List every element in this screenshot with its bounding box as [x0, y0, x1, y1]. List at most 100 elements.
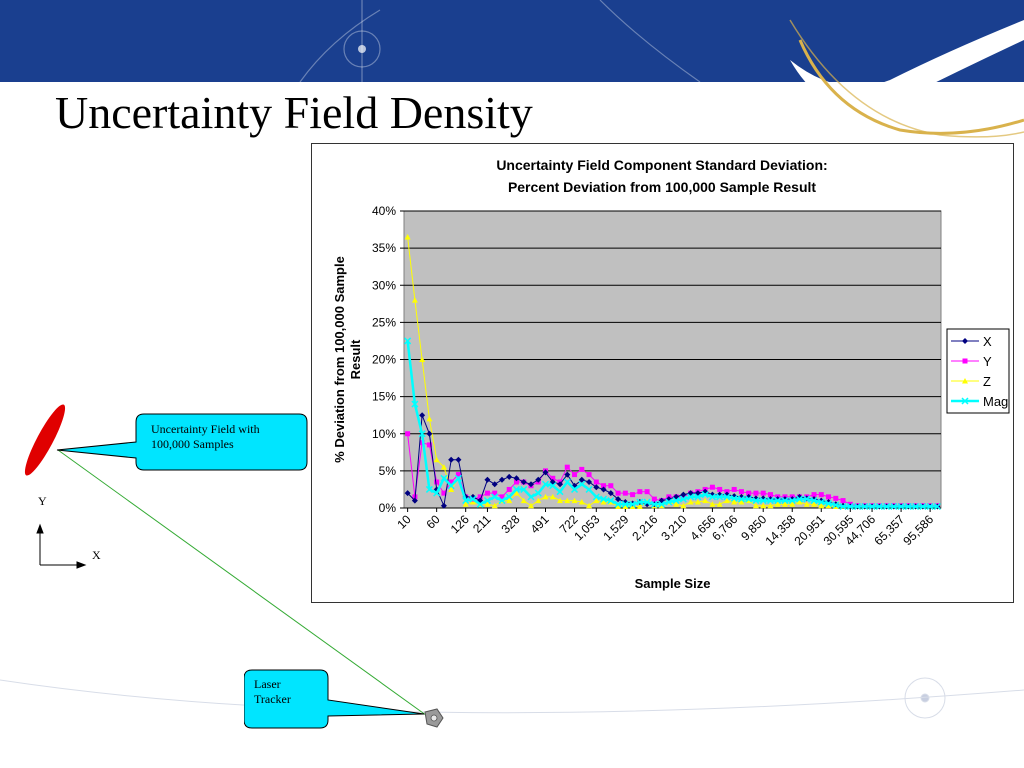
legend-marker	[961, 397, 969, 405]
data-point-x	[440, 502, 447, 509]
data-point-z	[469, 499, 476, 505]
data-point-x	[484, 476, 491, 483]
data-point-z	[811, 501, 818, 507]
data-point-y	[622, 490, 628, 496]
y-tick-label: 15%	[372, 390, 396, 404]
data-point-x	[419, 412, 426, 419]
data-point-z	[760, 502, 767, 509]
data-point-z	[673, 501, 680, 507]
data-point-mag	[846, 502, 854, 511]
data-point-y	[550, 475, 556, 481]
data-point-z	[578, 499, 585, 505]
y-tick-label: 25%	[372, 315, 396, 329]
data-point-y	[434, 479, 440, 485]
data-point-mag	[665, 498, 673, 506]
data-point-mag	[527, 493, 535, 501]
data-point-z	[694, 499, 701, 505]
callout-laser-tracker: Laser Tracker	[244, 668, 434, 730]
data-point-y	[651, 496, 657, 502]
data-point-mag	[897, 502, 905, 511]
data-point-mag	[585, 485, 593, 493]
legend-marker	[962, 338, 968, 344]
data-point-mag	[650, 500, 658, 508]
y-tick-label: 5%	[379, 464, 397, 478]
data-point-mag	[411, 400, 419, 408]
data-point-z	[411, 297, 418, 303]
data-point-z	[767, 502, 774, 509]
data-point-mag	[404, 337, 412, 345]
data-point-z	[542, 493, 549, 500]
data-point-z	[527, 502, 534, 509]
legend: XYZ Mag	[946, 328, 1010, 414]
data-point-y	[499, 494, 505, 500]
data-point-mag	[658, 500, 666, 508]
data-point-z	[796, 499, 803, 505]
data-point-mag	[854, 502, 862, 511]
data-point-z	[506, 497, 513, 504]
data-point-mag	[795, 495, 804, 503]
data-point-mag	[491, 493, 499, 501]
x-tick-label: 491	[528, 512, 552, 536]
data-point-y	[840, 498, 846, 504]
data-point-y	[426, 442, 432, 448]
data-point-mag	[788, 497, 796, 505]
data-point-mag	[418, 430, 426, 438]
data-point-y	[746, 490, 752, 496]
legend-label-y: Y	[983, 354, 992, 369]
x-tick-label: 10	[394, 512, 414, 532]
data-point-x	[564, 471, 571, 478]
data-point-z	[731, 499, 738, 505]
data-point-mag	[687, 493, 695, 501]
data-point-z	[564, 497, 571, 504]
data-point-y	[738, 489, 744, 495]
data-point-mag	[868, 502, 876, 511]
y-tick-label: 10%	[372, 427, 396, 441]
data-point-y	[455, 472, 461, 478]
data-point-mag	[592, 493, 600, 501]
data-point-mag	[483, 497, 491, 505]
callout-uncertainty-field-shape	[56, 413, 308, 471]
data-point-z	[520, 497, 527, 504]
data-point-y	[615, 490, 621, 496]
brand-gold-arc	[798, 39, 1024, 135]
data-point-z	[404, 233, 411, 240]
y-tick-label: 30%	[372, 278, 396, 292]
legend-label-z: Z	[983, 374, 991, 389]
data-point-mag	[774, 497, 782, 505]
data-point-mag	[832, 501, 840, 509]
data-point-z	[571, 497, 578, 504]
data-point-z	[818, 502, 825, 509]
data-point-z	[709, 501, 716, 507]
data-point-mag	[723, 493, 731, 501]
data-point-y	[818, 492, 824, 498]
deviation-chart: Uncertainty Field Component Standard Dev…	[332, 157, 1010, 591]
callout-uncertainty-field-line2: 100,000 Samples	[151, 437, 234, 451]
data-point-mag	[462, 497, 470, 505]
data-point-y	[717, 486, 723, 492]
data-point-z	[433, 456, 440, 463]
brand-swoosh	[790, 20, 1024, 109]
data-point-mag	[505, 493, 513, 501]
data-point-mag	[454, 474, 462, 482]
data-point-y	[644, 489, 650, 495]
data-point-mag	[440, 474, 448, 482]
data-point-mag	[629, 500, 637, 508]
x-axis-label: Sample Size	[635, 576, 711, 591]
gridlines	[404, 210, 941, 509]
data-point-x	[542, 469, 549, 476]
data-point-mag	[766, 497, 774, 505]
data-point-y	[811, 492, 817, 498]
data-point-mag	[672, 497, 680, 505]
x-tick-label: 1,529	[600, 512, 631, 543]
slide-title: Uncertainty Field Density	[55, 87, 533, 138]
x-tick-label: 20,951	[792, 512, 828, 548]
banner-dot	[358, 45, 366, 53]
x-tick-label: 211	[470, 512, 494, 536]
data-point-mag	[933, 502, 941, 511]
x-tick-label: 95,586	[900, 512, 936, 548]
data-point-z	[774, 501, 781, 507]
data-point-x	[593, 484, 600, 491]
data-point-y	[731, 486, 737, 492]
x-tick-label: 328	[499, 512, 523, 536]
